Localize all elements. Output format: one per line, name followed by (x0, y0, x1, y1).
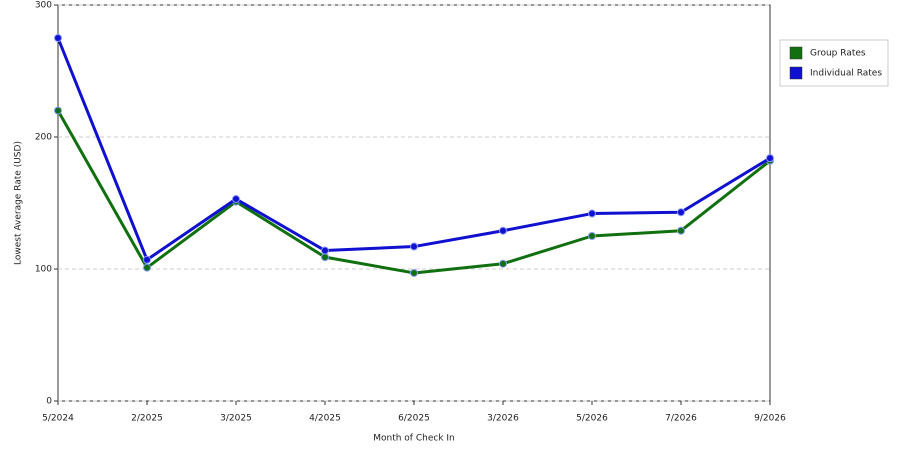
data-point (677, 226, 685, 235)
data-point (321, 253, 329, 262)
data-point (588, 209, 596, 218)
x-tick-label: 5/2024 (42, 414, 74, 424)
data-point (410, 268, 418, 277)
data-point (54, 34, 62, 42)
data-point (499, 226, 507, 235)
x-tick-label: 5/2026 (576, 414, 608, 424)
data-point (143, 263, 151, 272)
x-tick-label: 3/2026 (487, 414, 519, 424)
legend-label: Individual Rates (810, 69, 882, 79)
data-point (766, 154, 774, 163)
legend-swatch (789, 66, 803, 80)
data-point (410, 242, 418, 251)
x-axis-label: Month of Check In (373, 434, 455, 444)
x-tick-label: 3/2025 (220, 414, 252, 424)
x-tick-label: 7/2026 (665, 414, 697, 424)
data-point (499, 259, 507, 268)
y-tick-label: 100 (35, 265, 52, 275)
x-tick-label: 2/2025 (131, 414, 163, 424)
data-point (677, 208, 685, 217)
data-point (232, 195, 240, 204)
x-tick-label: 6/2025 (398, 414, 430, 424)
data-point (588, 232, 596, 240)
y-axis-label: Lowest Average Rate (USD) (14, 141, 24, 265)
legend-label: Group Rates (810, 49, 866, 59)
legend-swatch (789, 46, 803, 60)
data-point (143, 255, 151, 264)
data-point (321, 246, 329, 255)
y-tick-label: 300 (35, 1, 52, 11)
x-tick-label: 9/2026 (754, 414, 786, 424)
series-line (56, 37, 771, 262)
y-tick-label: 0 (46, 397, 52, 407)
x-tick-label: 4/2025 (309, 414, 341, 424)
data-point (54, 106, 62, 115)
y-tick-label: 200 (35, 133, 52, 143)
plot-frame (57, 4, 771, 402)
